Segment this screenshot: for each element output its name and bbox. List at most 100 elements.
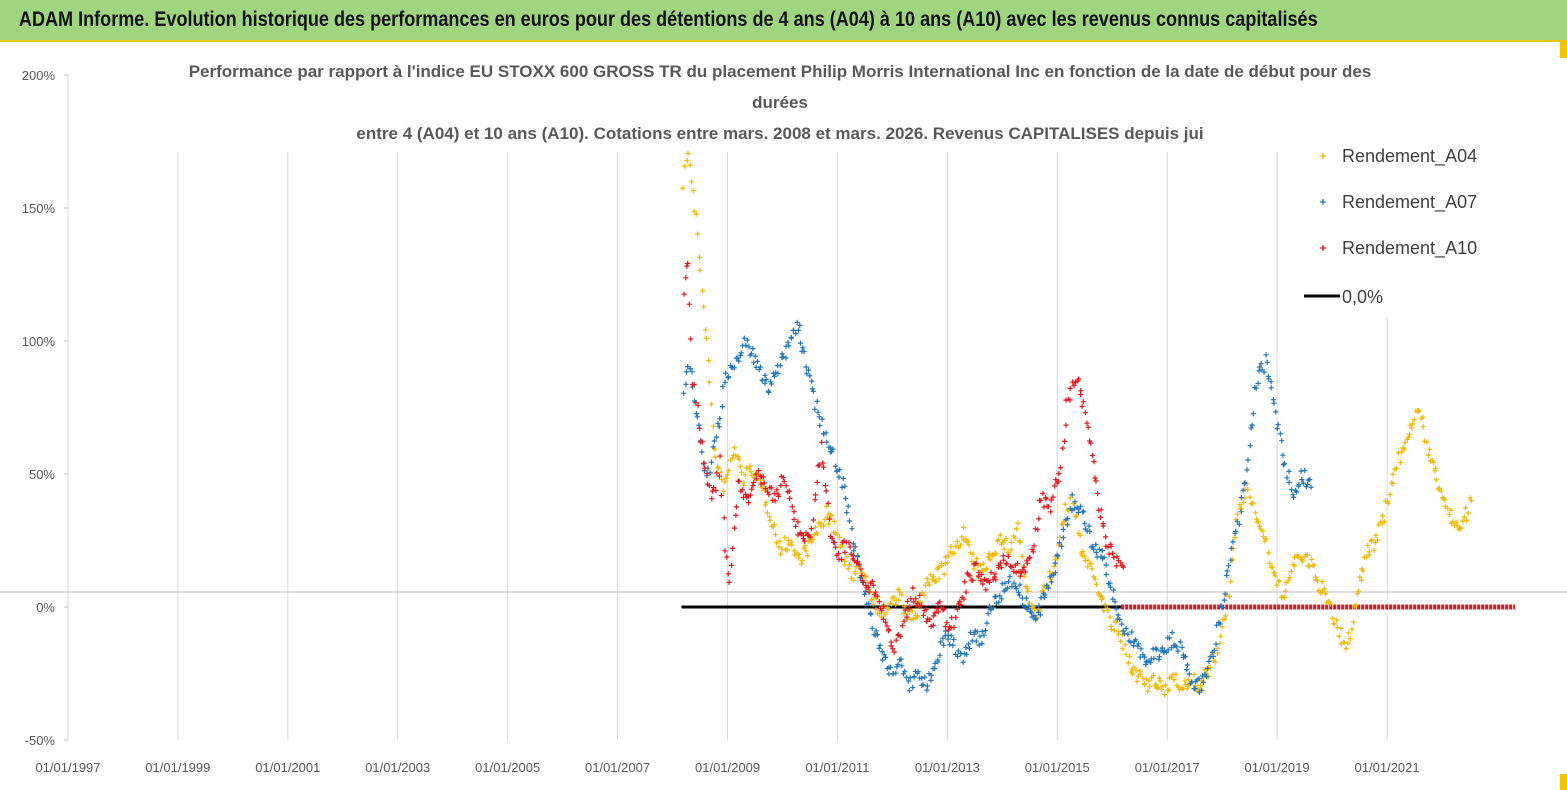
data-point	[1001, 546, 1007, 552]
data-point	[738, 469, 745, 475]
data-point	[1077, 532, 1083, 539]
data-point	[767, 517, 773, 523]
data-point	[1374, 537, 1381, 543]
data-point	[1086, 523, 1092, 529]
data-point	[1267, 560, 1273, 566]
data-point	[708, 401, 714, 407]
data-point	[795, 519, 801, 525]
data-point	[1180, 686, 1186, 692]
data-point	[1078, 388, 1084, 394]
data-point	[766, 389, 772, 395]
data-point	[910, 585, 916, 591]
data-point	[1458, 525, 1464, 531]
data-point	[786, 488, 792, 494]
data-point	[963, 644, 969, 651]
data-point	[796, 552, 802, 558]
legend-label: Rendement_A10	[1342, 238, 1477, 259]
data-point	[1200, 679, 1206, 685]
data-point	[935, 609, 941, 615]
data-point	[895, 661, 901, 667]
data-point	[993, 551, 999, 557]
grid-layer	[67, 150, 1388, 740]
data-point	[1072, 499, 1078, 505]
data-point	[1101, 554, 1107, 560]
data-point	[867, 610, 873, 616]
corner-marker-top-right	[1560, 42, 1567, 58]
data-point	[1114, 554, 1120, 560]
data-point	[791, 509, 797, 515]
data-point	[1387, 491, 1393, 498]
data-point	[1446, 511, 1452, 518]
x-tick-label: 01/01/1997	[35, 760, 100, 775]
data-point	[1093, 581, 1099, 587]
data-point	[1327, 601, 1333, 607]
data-point	[1131, 664, 1137, 670]
data-point	[1017, 539, 1023, 545]
chart-title-layer: Performance par rapport à l'indice EU ST…	[150, 56, 1405, 152]
data-point	[1062, 501, 1068, 507]
data-point	[1011, 580, 1017, 586]
data-point	[711, 485, 717, 491]
data-point	[894, 664, 900, 670]
data-point	[1319, 579, 1325, 585]
data-point	[1467, 495, 1473, 501]
data-point	[937, 599, 943, 605]
data-point	[1125, 660, 1131, 666]
data-point	[861, 591, 868, 597]
data-point	[1103, 571, 1109, 578]
data-point	[1013, 526, 1020, 532]
data-point	[1210, 653, 1216, 659]
data-point	[829, 513, 835, 519]
data-point	[1286, 479, 1292, 485]
data-point	[1282, 461, 1288, 467]
data-point	[834, 468, 840, 474]
data-point	[1238, 495, 1244, 501]
data-point	[780, 474, 786, 481]
data-point	[951, 636, 957, 643]
data-point	[941, 606, 947, 612]
data-point	[873, 589, 879, 595]
data-point	[974, 629, 980, 635]
data-point	[1100, 523, 1106, 529]
data-point	[910, 616, 916, 622]
data-point	[764, 510, 770, 516]
data-point	[1186, 677, 1192, 683]
data-point	[725, 374, 732, 380]
data-point	[901, 618, 907, 624]
data-point	[924, 618, 930, 625]
data-point	[1226, 594, 1232, 600]
data-point	[979, 628, 985, 634]
data-point	[1321, 586, 1327, 592]
data-point	[965, 539, 971, 545]
data-point	[1128, 639, 1134, 645]
data-point	[1007, 574, 1013, 580]
data-point	[744, 337, 750, 343]
data-point	[1232, 535, 1238, 541]
data-point	[1440, 496, 1446, 502]
data-point	[819, 439, 825, 445]
corner-marker-bottom-right	[1560, 774, 1567, 790]
data-point	[1401, 446, 1407, 452]
data-point	[1156, 675, 1162, 681]
data-point	[888, 643, 894, 649]
data-point	[1051, 563, 1057, 569]
data-point	[742, 491, 749, 497]
data-point	[1323, 591, 1329, 597]
data-point	[979, 641, 985, 647]
data-point	[735, 453, 741, 459]
data-point	[957, 542, 964, 548]
data-point	[1237, 505, 1244, 511]
data-point	[771, 521, 777, 527]
data-point	[686, 301, 692, 307]
data-point	[940, 635, 946, 641]
data-point	[980, 568, 986, 574]
data-point	[821, 464, 827, 470]
data-point	[902, 607, 908, 613]
data-point	[842, 549, 848, 555]
data-point	[917, 592, 923, 598]
data-point	[1207, 665, 1214, 671]
data-point	[1111, 627, 1117, 633]
data-point	[1268, 385, 1274, 391]
data-point	[1263, 536, 1269, 542]
data-point	[823, 488, 829, 494]
